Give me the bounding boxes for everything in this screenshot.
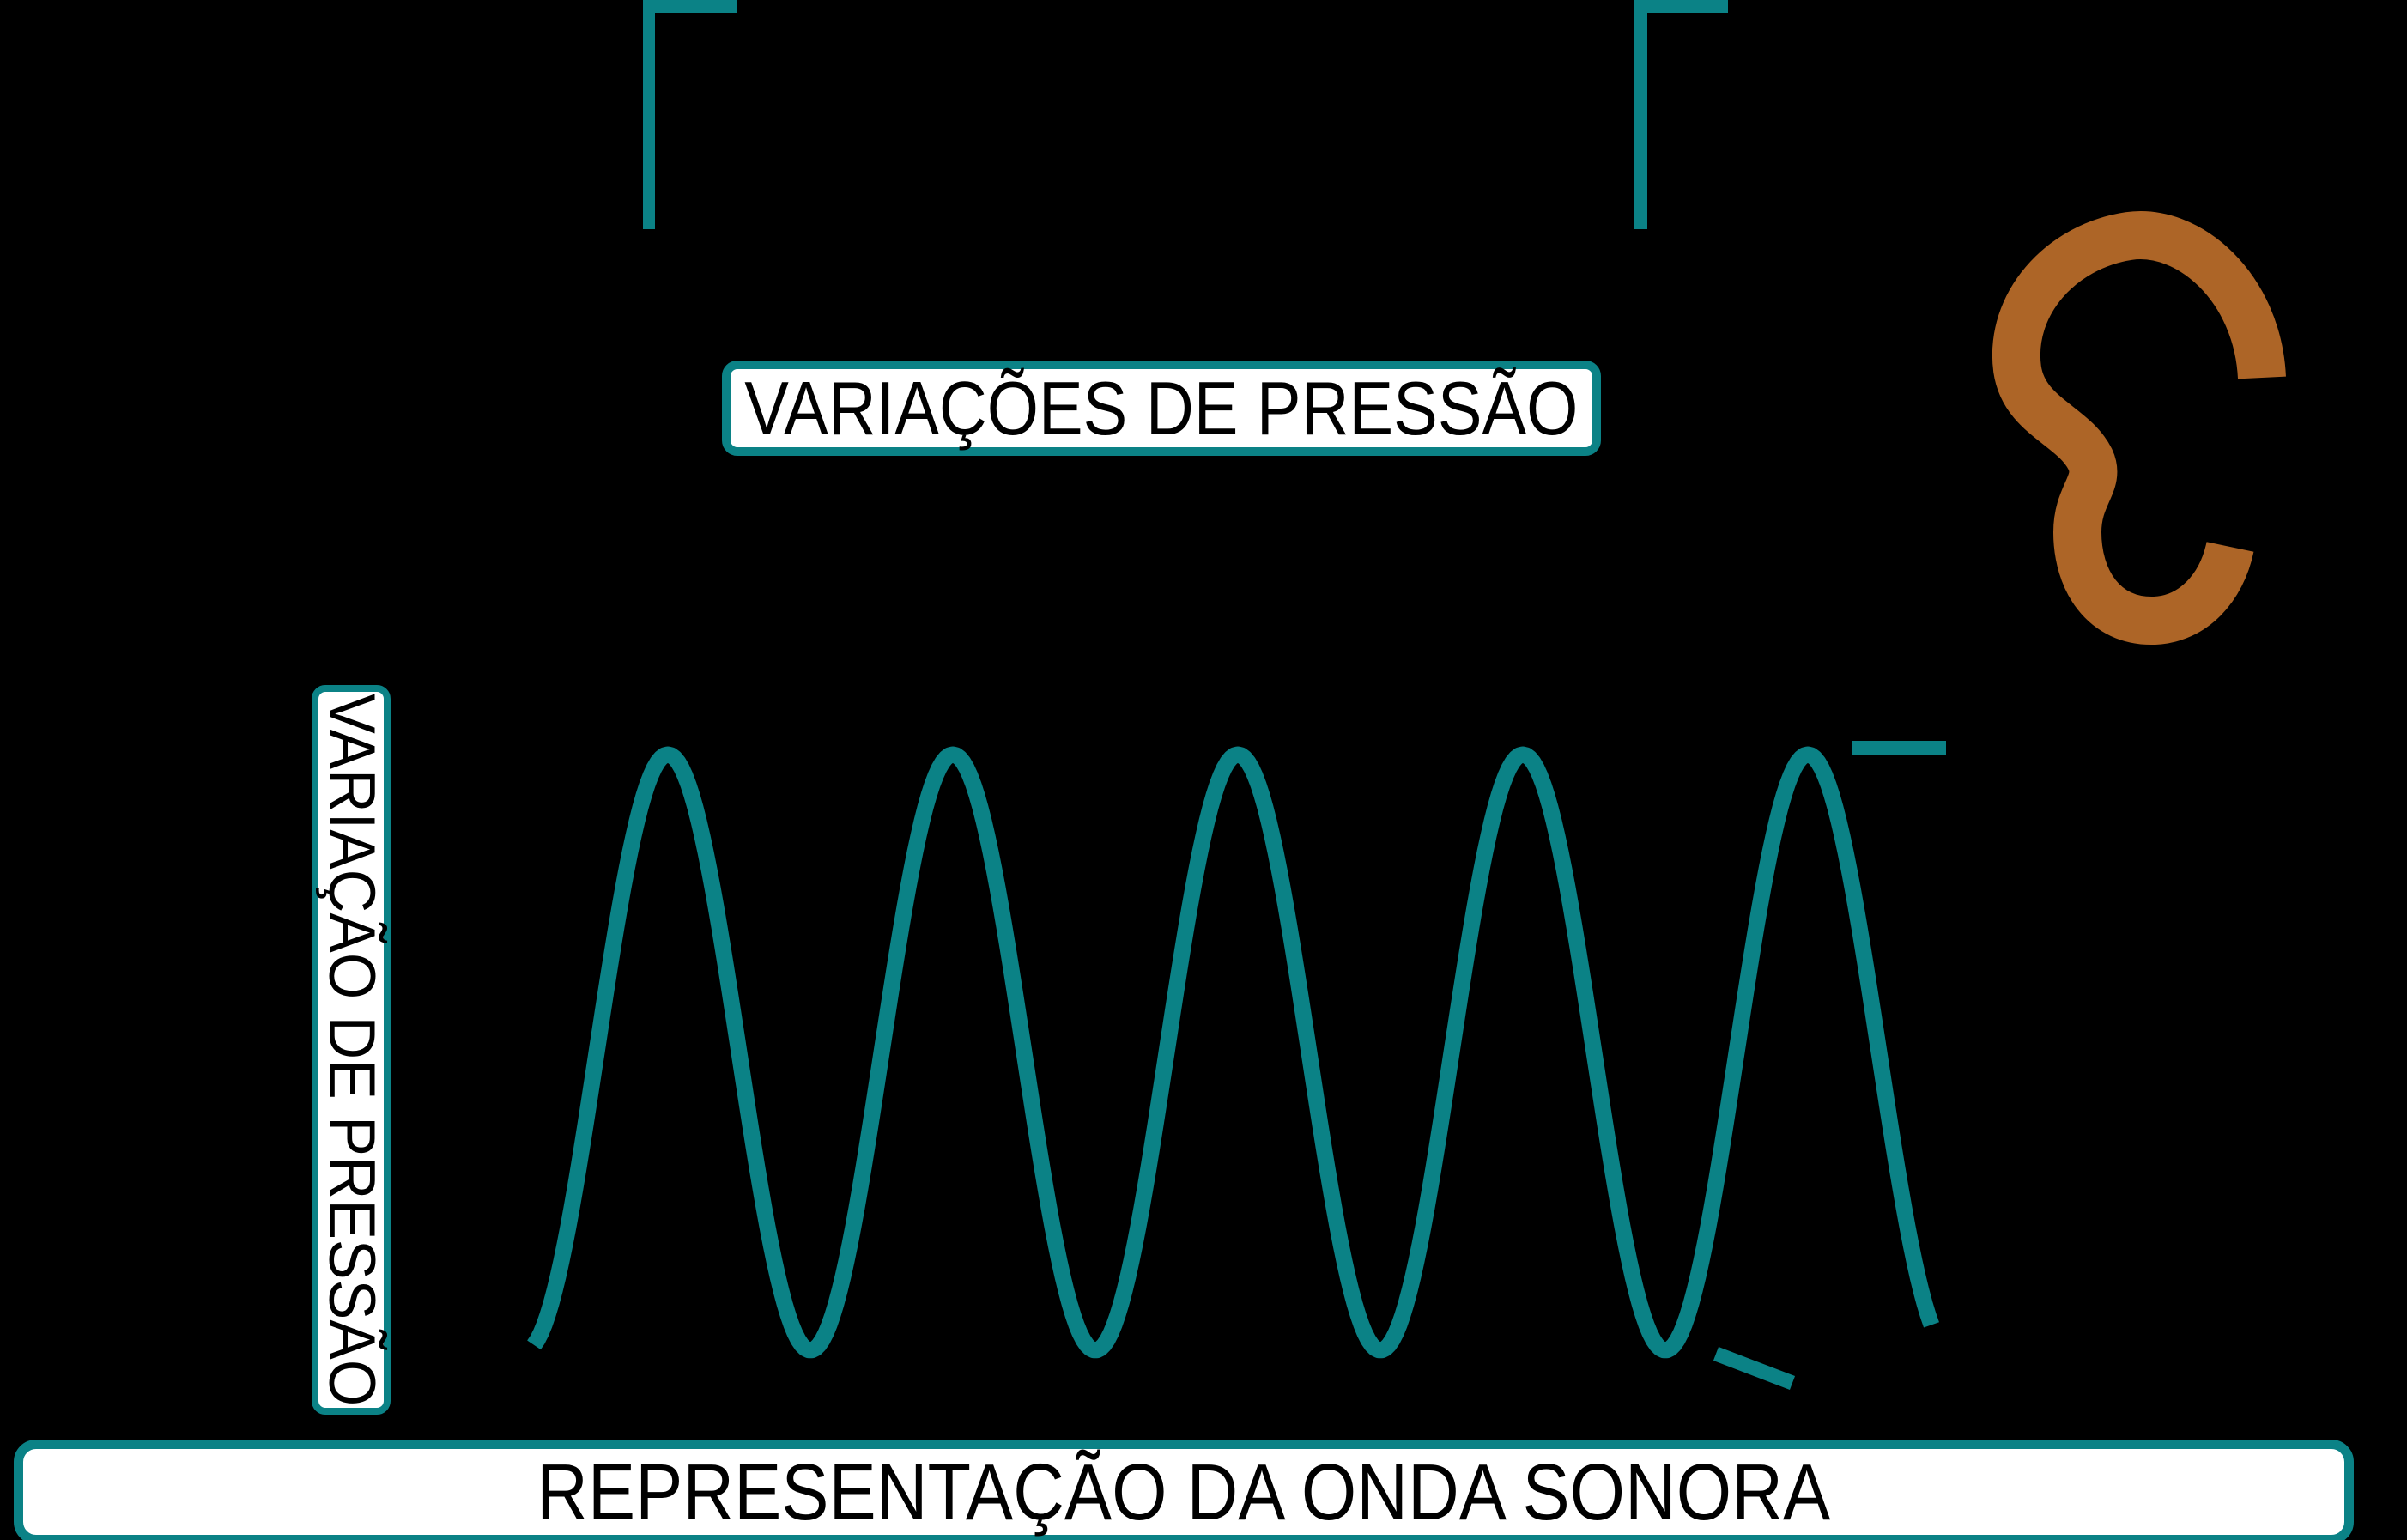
sound-wave — [527, 746, 1939, 1359]
wave-dash-horizontal — [1852, 741, 1946, 755]
pressure-variation-axis-label: VARIAÇÃO DE PRESSÃO — [312, 685, 391, 1415]
bottom-title-label: REPRESENTAÇÃO DA ONDA SONORA — [14, 1440, 2354, 1540]
ear-icon — [1992, 211, 2286, 645]
pressure-variations-label: VARIAÇÕES DE PRESSÃO — [722, 361, 1601, 456]
pressure-variation-axis-text: VARIAÇÃO DE PRESSÃO — [315, 693, 388, 1407]
pressure-variations-text: VARIAÇÕES DE PRESSÃO — [744, 366, 1579, 451]
bottom-title-text: REPRESENTAÇÃO DA ONDA SONORA — [537, 1447, 1831, 1537]
wave-dash-diagonal — [1713, 1347, 1796, 1390]
top-right-corner-bracket — [1634, 0, 1728, 229]
top-left-corner-bracket — [643, 0, 737, 229]
pressure-variation-axis-rotated: VARIAÇÃO DE PRESSÃO — [315, 692, 388, 1408]
